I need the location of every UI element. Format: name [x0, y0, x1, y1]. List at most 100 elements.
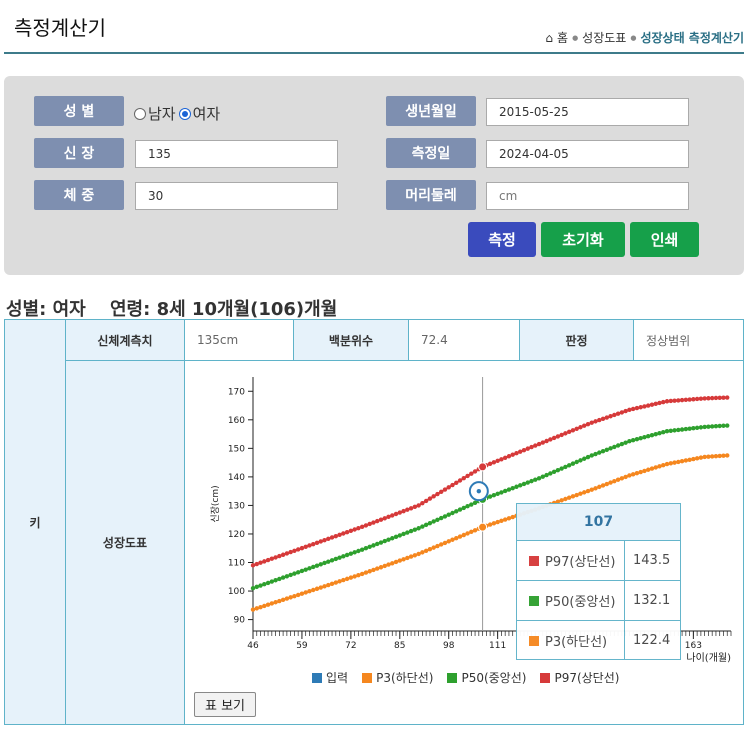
- legend-item-p50[interactable]: P50(중앙선): [447, 669, 526, 686]
- series-point: [390, 536, 395, 541]
- series-point: [265, 557, 271, 563]
- series-point: [717, 453, 722, 459]
- weight-label: 체 중: [34, 180, 124, 210]
- measure-button[interactable]: 측정: [468, 222, 536, 257]
- series-point: [405, 530, 410, 535]
- series-point: [691, 426, 696, 431]
- home-icon[interactable]: ⌂: [545, 30, 554, 45]
- breadcrumb-section[interactable]: 성장도표: [582, 31, 627, 45]
- series-point: [499, 457, 504, 462]
- weight-input[interactable]: [135, 182, 338, 210]
- judge-header: 판정: [520, 320, 633, 360]
- legend-item-input[interactable]: 입력: [312, 669, 348, 686]
- legend-item-p97[interactable]: P97(상단선): [540, 669, 619, 686]
- print-button[interactable]: 인쇄: [630, 222, 699, 257]
- x-tick-label: 59: [296, 641, 308, 651]
- series-point: [416, 551, 421, 557]
- series-point: [393, 511, 399, 517]
- y-axis-label: 신장(cm): [210, 485, 221, 522]
- series-point: [709, 395, 715, 401]
- series-point: [642, 435, 647, 440]
- series-point: [533, 443, 538, 448]
- breadcrumb-separator: ●: [572, 33, 579, 42]
- series-point: [299, 568, 305, 574]
- series-point: [254, 584, 259, 590]
- tooltip-row-name: P3(하단선): [545, 635, 608, 650]
- y-tick-label: 100: [228, 587, 245, 597]
- series-point: [269, 601, 275, 606]
- head-circumference-label: 머리둘레: [386, 180, 476, 210]
- series-point: [619, 476, 625, 481]
- series-point: [510, 514, 515, 520]
- series-point: [269, 556, 275, 561]
- series-point: [657, 464, 662, 469]
- legend-item-p3[interactable]: P3(하단선): [362, 669, 433, 686]
- series-point: [529, 478, 534, 484]
- series-point: [284, 551, 290, 556]
- series-point: [348, 551, 354, 556]
- measure-date-input[interactable]: [486, 140, 689, 168]
- series-point: [563, 431, 568, 436]
- series-point: [559, 466, 564, 471]
- gender-male-label[interactable]: 남자: [148, 105, 176, 123]
- tooltip-row-name: P97(상단선): [545, 555, 616, 570]
- percentile-header: 백분위수: [294, 320, 408, 360]
- measure-header: 신체계측치: [66, 320, 184, 360]
- series-point: [435, 543, 440, 549]
- series-point: [585, 488, 591, 494]
- series-point: [499, 490, 504, 495]
- reset-button[interactable]: 초기화: [541, 222, 625, 257]
- summary-gender: 성별: 여자: [6, 299, 86, 320]
- series-point: [608, 446, 613, 451]
- series-point: [653, 465, 658, 470]
- series-point: [634, 437, 640, 442]
- series-point: [657, 431, 662, 436]
- series-point: [683, 458, 689, 463]
- series-point: [273, 555, 278, 560]
- series-point: [420, 524, 425, 529]
- series-point: [491, 493, 497, 498]
- series-point: [250, 563, 256, 568]
- series-point: [514, 484, 519, 489]
- gender-male-radio[interactable]: [134, 107, 146, 120]
- series-point: [487, 494, 493, 499]
- gender-female-label[interactable]: 여자: [192, 105, 221, 123]
- series-point: [416, 503, 421, 508]
- series-point: [258, 604, 263, 610]
- series-point: [371, 543, 376, 548]
- series-point: [344, 576, 350, 582]
- gender-female-radio[interactable]: [178, 107, 191, 120]
- series-point: [593, 419, 598, 424]
- series-point: [694, 456, 700, 461]
- table-view-button[interactable]: 표 보기: [194, 692, 256, 717]
- series-point: [277, 576, 282, 582]
- series-point: [457, 507, 463, 512]
- series-point: [292, 571, 297, 576]
- series-point: [495, 458, 500, 464]
- series-point: [691, 397, 696, 402]
- series-point: [472, 469, 478, 474]
- series-point: [536, 476, 542, 481]
- result-table: 키 신체계측치 135cm 백분위수 72.4 판정 정상범위 성장도표: [4, 319, 744, 725]
- birthdate-input[interactable]: [486, 98, 689, 126]
- series-point: [487, 522, 493, 527]
- breadcrumb-home[interactable]: 홈: [557, 31, 569, 45]
- series-point: [649, 466, 655, 471]
- series-point: [563, 464, 568, 470]
- series-point: [393, 534, 399, 540]
- series-point: [303, 544, 308, 550]
- title-divider: [4, 52, 744, 54]
- series-point: [593, 486, 598, 491]
- series-point: [427, 547, 433, 552]
- height-input[interactable]: [135, 140, 338, 168]
- head-circumference-input[interactable]: [486, 182, 689, 210]
- series-point: [676, 427, 681, 433]
- series-point: [679, 397, 685, 403]
- series-point: [280, 597, 286, 603]
- series-point: [582, 456, 587, 461]
- series-point: [438, 542, 444, 547]
- series-point: [356, 572, 361, 578]
- series-point: [352, 527, 357, 532]
- series-point: [506, 454, 512, 459]
- series-point: [363, 546, 369, 551]
